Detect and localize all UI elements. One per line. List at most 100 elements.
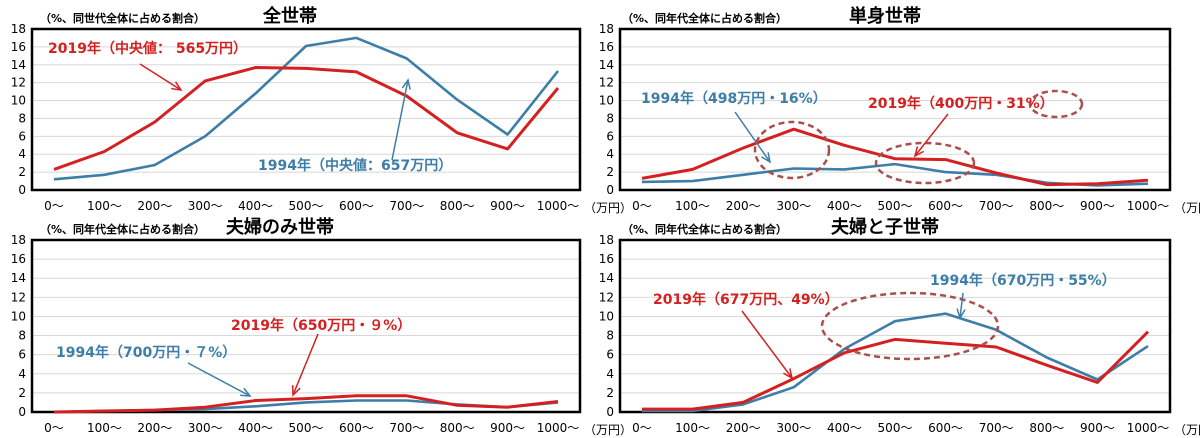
- annotation-y1994: 1994年（中央値：657万円）: [258, 157, 452, 174]
- y-tick-label: 12: [11, 290, 26, 304]
- x-tick-label: 600～: [339, 421, 374, 435]
- annotation-arrow-line: [139, 63, 182, 91]
- x-unit-label: （万円）: [1174, 423, 1200, 437]
- y-tick-label: 14: [599, 271, 614, 285]
- x-tick-label: 400～: [827, 421, 862, 435]
- y-tick-label: 6: [18, 348, 26, 362]
- annotation-arrowhead: [171, 81, 183, 91]
- chart-title: 単身世帯: [849, 5, 921, 27]
- x-tick-label: 900～: [1080, 199, 1115, 213]
- y-tick-label: 2: [18, 386, 26, 400]
- y-tick-label: 12: [11, 76, 26, 90]
- y-tick-label: 18: [599, 22, 614, 36]
- annotation-y2019: 2019年（677万円、49%）: [653, 291, 839, 308]
- y-axis-label: （%、同世代全体に占める割合）: [40, 11, 205, 25]
- x-tick-label: 900～: [490, 421, 525, 435]
- x-tick-label: 900～: [1080, 421, 1115, 435]
- y-tick-label: 10: [599, 94, 614, 108]
- x-unit-label: （万円）: [584, 201, 632, 215]
- y-tick-label: 8: [18, 329, 26, 343]
- series-line-y1994: [642, 312, 1149, 413]
- plot-frame: [30, 238, 582, 414]
- x-tick-label: 300～: [188, 199, 223, 213]
- y-tick-label: 16: [599, 252, 614, 266]
- y-tick-label: 8: [606, 329, 614, 343]
- x-unit-label: （万円）: [584, 423, 632, 437]
- x-tick-label: 300～: [776, 199, 811, 213]
- y-tick-label: 0: [18, 183, 26, 197]
- y-tick-label: 8: [18, 111, 26, 125]
- x-tick-label: 500～: [878, 421, 913, 435]
- x-tick-label: 800～: [440, 421, 475, 435]
- y-tick-label: 4: [18, 147, 26, 161]
- y-axis-label: （%、同年代全体に占める割合）: [622, 11, 787, 25]
- x-tick-label: 0～: [44, 421, 64, 435]
- x-tick-label: 700～: [979, 199, 1014, 213]
- x-tick-label: 100～: [675, 199, 710, 213]
- annotation-arrowhead: [291, 385, 301, 397]
- series-line-y1994: [641, 162, 1149, 187]
- highlight-ellipse: [753, 120, 831, 180]
- x-tick-label: 300～: [776, 421, 811, 435]
- x-tick-label: 200～: [137, 421, 172, 435]
- x-tick-label: 600～: [928, 199, 963, 213]
- x-unit-label: （万円）: [1174, 201, 1200, 215]
- chart-panel-3: 0 2 4 6 8 10 12 14 16 18 0～ 100～ 200～ 300～ 400～ 500～ 600…: [599, 216, 1200, 437]
- x-tick-label: 900～: [490, 199, 525, 213]
- series-line-y2019: [642, 330, 1150, 411]
- plot-frame: [618, 27, 1172, 192]
- x-tick-label: 500～: [289, 421, 324, 435]
- x-tick-label: 200～: [726, 199, 761, 213]
- annotation-arrowhead: [761, 152, 772, 164]
- annotation-arrow-line: [391, 79, 409, 161]
- x-tick-label: 800～: [1029, 199, 1064, 213]
- chart-panel-2: 0 2 4 6 8 10 12 14 16 18 0～ 100～ 200～ 300～ 400～ 500～ 600…: [11, 216, 632, 437]
- plot-frame: [30, 27, 582, 192]
- y-tick-label: 2: [18, 165, 26, 179]
- x-tick-label: 1000～: [1127, 421, 1170, 435]
- series-line-y2019: [641, 127, 1149, 187]
- y-tick-label: 0: [606, 183, 614, 197]
- x-tick-label: 1000～: [537, 421, 580, 435]
- y-tick-label: 14: [11, 271, 26, 285]
- y-tick-label: 0: [18, 405, 26, 419]
- x-tick-label: 500～: [289, 199, 324, 213]
- x-tick-label: 700～: [389, 199, 424, 213]
- highlight-ellipse: [820, 291, 1000, 361]
- annotation-arrowhead: [401, 78, 411, 90]
- highlight-ellipse: [874, 141, 976, 185]
- x-tick-label: 700～: [389, 421, 424, 435]
- annotation-arrow-line: [734, 111, 771, 163]
- x-tick-label: 400～: [238, 199, 273, 213]
- y-tick-label: 6: [606, 348, 614, 362]
- y-tick-label: 4: [606, 147, 614, 161]
- x-tick-label: 800～: [1029, 421, 1064, 435]
- x-tick-label: 100～: [87, 199, 122, 213]
- x-tick-label: 500～: [878, 199, 913, 213]
- annotation-arrow-line: [187, 362, 251, 397]
- annotation-arrowhead: [913, 146, 925, 158]
- y-tick-label: 12: [599, 290, 614, 304]
- annotation-y1994: 1994年（670万円・55%）: [930, 272, 1116, 289]
- annotation-arrowhead: [240, 387, 252, 397]
- x-tick-label: 100～: [87, 421, 122, 435]
- x-tick-label: 800～: [440, 199, 475, 213]
- y-tick-label: 10: [11, 94, 26, 108]
- x-tick-label: 400～: [827, 199, 862, 213]
- highlight-ellipse: [1028, 89, 1084, 119]
- series-line-y1994: [53, 36, 560, 181]
- x-tick-label: 1000～: [537, 199, 580, 213]
- annotation-y2019: 2019年（650万円・９%）: [231, 317, 411, 334]
- y-tick-label: 14: [599, 58, 614, 72]
- annotation-arrow-line: [959, 292, 964, 319]
- annotation-arrowhead: [956, 308, 966, 320]
- x-tick-label: 600～: [339, 199, 374, 213]
- x-tick-label: 600～: [928, 421, 963, 435]
- y-tick-label: 16: [11, 252, 26, 266]
- x-tick-label: 0～: [44, 199, 64, 213]
- y-tick-label: 8: [606, 111, 614, 125]
- x-tick-label: 0～: [632, 199, 652, 213]
- x-tick-label: 400～: [238, 421, 273, 435]
- y-tick-label: 0: [606, 405, 614, 419]
